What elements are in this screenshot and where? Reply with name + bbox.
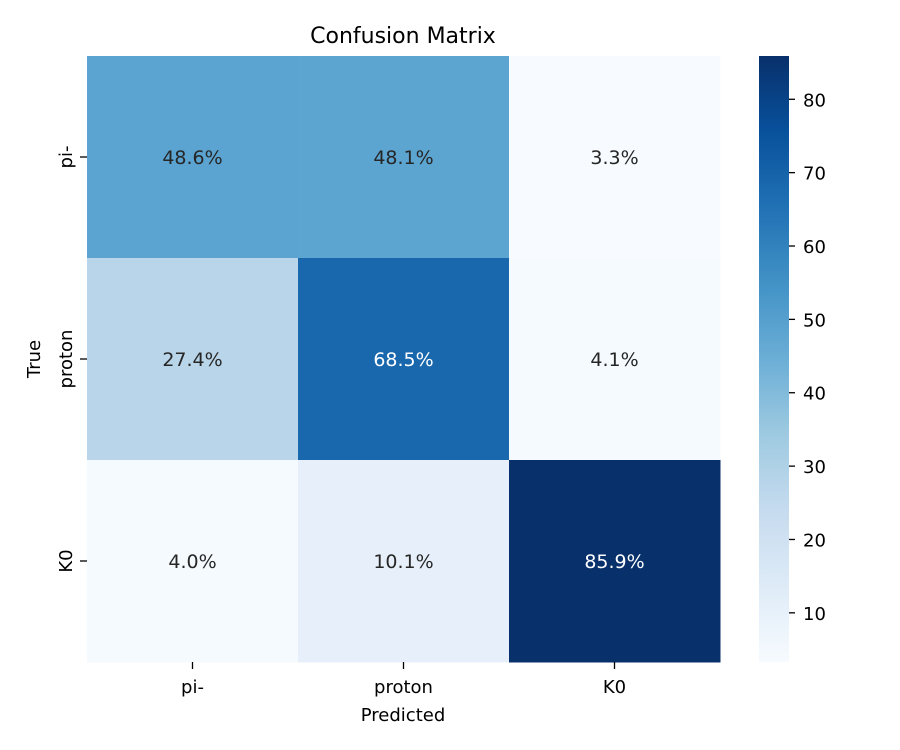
cell-value-label: 3.3% — [590, 147, 638, 169]
heatmap-cell — [87, 460, 299, 663]
x-axis-label: Predicted — [361, 705, 446, 726]
colorbar: 10 20 30 40 50 60 70 80 — [759, 56, 826, 662]
y-tick-label: K0 — [56, 549, 77, 572]
y-tick-label: pi- — [56, 146, 77, 169]
x-tick-label: pi- — [181, 677, 204, 698]
colorbar-tick-label: 20 — [803, 530, 826, 551]
x-tick-label: K0 — [603, 677, 626, 698]
colorbar-gradient — [759, 56, 789, 662]
heatmap-cell-labels: 48.6% 48.1% 3.3% 27.4% 68.5% 4.1% 4.0% 10.1% 85.… — [162, 147, 644, 573]
cell-value-label: 68.5% — [373, 349, 433, 371]
colorbar-tick-label: 10 — [803, 604, 826, 625]
colorbar-tick-label: 50 — [803, 310, 826, 331]
y-axis-label: True — [24, 340, 45, 379]
colorbar-ticks: 10 20 30 40 50 60 70 80 — [789, 90, 826, 625]
colorbar-tick-label: 60 — [803, 237, 826, 258]
heatmap-cell — [509, 460, 721, 663]
heatmap-cells — [87, 56, 721, 663]
heatmap-cell — [87, 56, 299, 259]
cell-value-label: 48.1% — [373, 147, 433, 169]
heatmap-cell — [298, 56, 510, 259]
y-axis-ticks: pi-proton K0 — [56, 146, 87, 573]
y-tick-label: proton — [56, 330, 77, 389]
cell-value-label: 4.1% — [590, 349, 638, 371]
cell-value-label: 85.9% — [584, 551, 644, 573]
heatmap-cell — [298, 460, 510, 663]
cell-value-label: 48.6% — [162, 147, 222, 169]
cell-value-label: 27.4% — [162, 349, 222, 371]
colorbar-tick-label: 30 — [803, 457, 826, 478]
heatmap-cell — [509, 258, 721, 461]
heatmap-cell — [298, 258, 510, 461]
heatmap-cell — [87, 258, 299, 461]
colorbar-tick-label: 40 — [803, 384, 826, 405]
colorbar-tick-label: 70 — [803, 164, 826, 185]
x-axis-ticks: pi-proton K0 — [181, 662, 626, 698]
heatmap-cell — [509, 56, 721, 259]
cell-value-label: 10.1% — [373, 551, 433, 573]
chart-title: Confusion Matrix — [310, 24, 496, 49]
x-tick-label: proton — [374, 677, 433, 698]
cell-value-label: 4.0% — [168, 551, 216, 573]
colorbar-tick-label: 80 — [803, 90, 826, 111]
